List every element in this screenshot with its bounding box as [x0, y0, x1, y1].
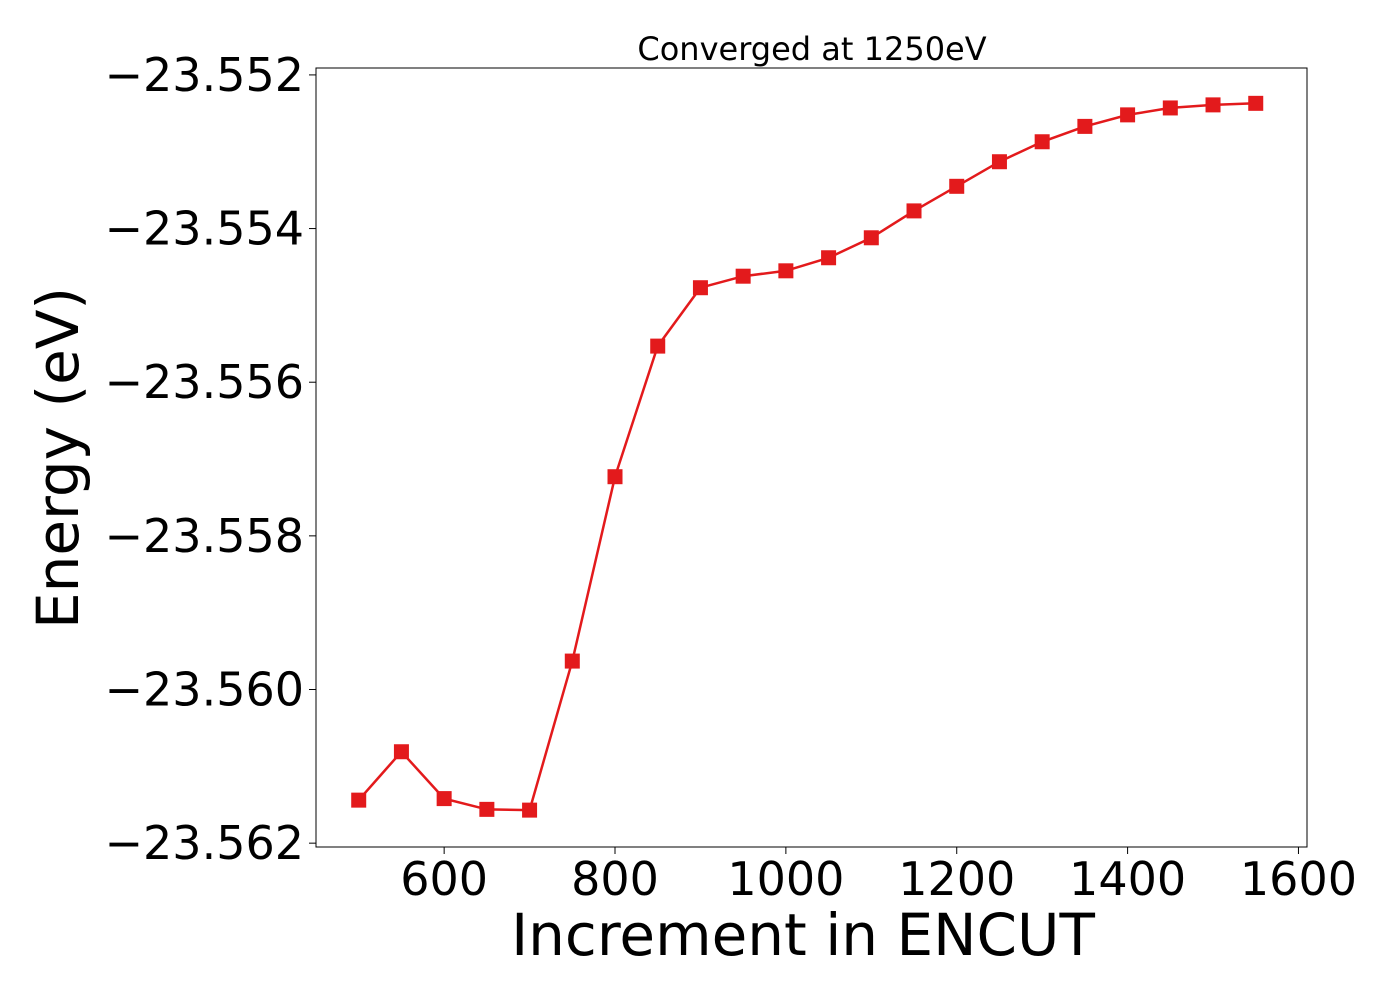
plot-area [316, 68, 1307, 847]
data-point-marker [1248, 95, 1264, 111]
x-axis-label: Increment in ENCUT [511, 901, 1095, 969]
data-point-marker [479, 801, 495, 817]
chart-title: Converged at 1250eV [637, 30, 986, 68]
data-point-marker [1034, 134, 1050, 150]
series-layer [351, 95, 1264, 818]
series-line [357, 102, 1256, 812]
data-point-marker [863, 230, 879, 246]
data-point-marker [735, 268, 751, 284]
x-tick-label: 800 [571, 852, 659, 906]
data-point-marker [778, 263, 794, 279]
data-point-marker [1162, 100, 1178, 116]
data-point-marker [906, 203, 922, 219]
data-point-marker [692, 280, 708, 296]
x-tick-label: 600 [400, 852, 488, 906]
y-tick-label: −23.562 [105, 816, 305, 870]
y-tick-label: −23.558 [105, 509, 305, 563]
data-point-marker [650, 338, 666, 354]
data-point-marker [1205, 97, 1221, 113]
data-point-marker [351, 792, 367, 808]
x-axis-ticks: 600 800 1000 1200 1400 1600 [400, 847, 1357, 906]
data-point-marker [991, 154, 1007, 170]
data-point-marker [949, 178, 965, 194]
data-point-marker [1120, 107, 1136, 123]
x-tick-label: 1000 [727, 852, 844, 906]
data-point-marker [821, 250, 837, 266]
y-tick-label: −23.560 [105, 663, 305, 717]
y-tick-label: −23.552 [105, 48, 305, 102]
data-point-marker [1077, 118, 1093, 134]
y-tick-label: −23.554 [105, 202, 305, 256]
plot-frame [315, 67, 1308, 848]
y-axis-label: Energy (eV) [24, 287, 92, 629]
y-tick-label: −23.556 [105, 355, 305, 409]
x-tick-label: 1600 [1240, 852, 1357, 906]
data-point-marker [607, 469, 623, 485]
data-point-marker [564, 653, 580, 669]
y-axis-ticks: −23.552 −23.554 −23.556 −23.558 −23.560 −23.5… [105, 48, 316, 870]
data-point-marker [522, 802, 538, 818]
data-point-marker [393, 744, 409, 760]
x-tick-label: 1200 [898, 852, 1015, 906]
x-tick-label: 1400 [1069, 852, 1186, 906]
data-point-marker [436, 791, 452, 807]
